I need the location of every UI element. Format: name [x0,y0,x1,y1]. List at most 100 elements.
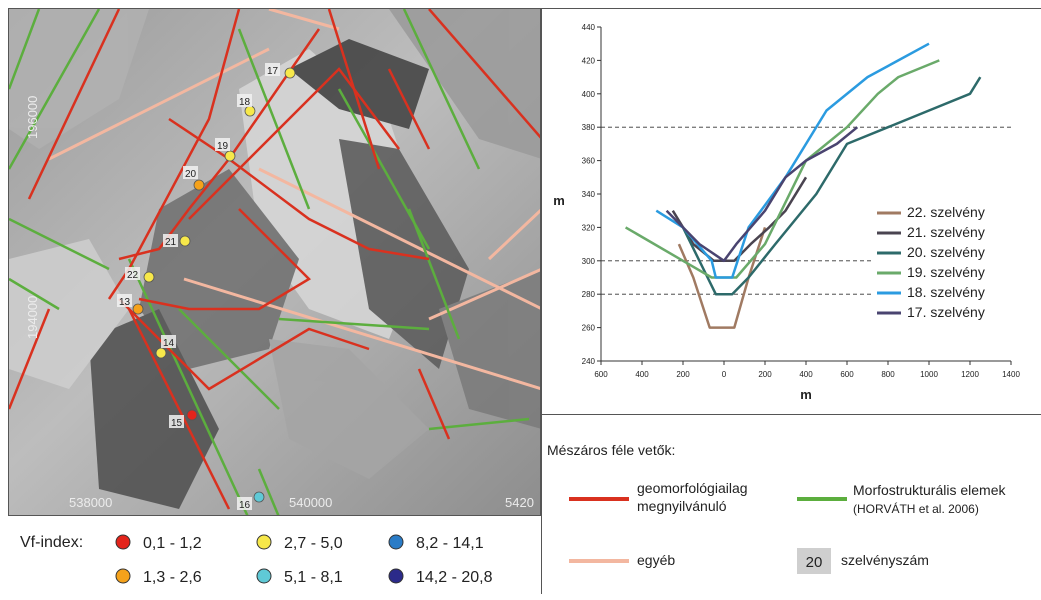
cross-section-chart: 600 400 200 0 200 400 600 800 1000 1200 1400 240 260… [541,8,1041,414]
section-point-label: 21 [165,237,177,248]
y-tick-label: 380 [582,123,596,132]
y-tick-label: 340 [582,190,596,199]
chart-legend-label: 19. szelvény [907,264,985,280]
morpho-label-line1: Morfostrukturális elemek [853,482,1006,498]
vf-class-swatch [388,568,404,584]
y-tick-label: 320 [582,223,596,232]
panel-divider [541,8,542,594]
series-line-3 [681,76,982,296]
chart-legend-box [871,201,1017,331]
section-point-marker [179,235,191,247]
map-y-tick-2: 194000 [25,296,40,339]
x-tick-label: 400 [799,370,813,379]
chart-legend-label: 17. szelvény [907,304,985,320]
vf-class-c6: 14,2 - 20,8 [388,568,493,586]
section-point-15: 15 [169,409,198,429]
section-point-label-bg [215,138,230,151]
vf-class-c2: 1,3 - 2,6 [115,568,202,586]
chart-legend-label: 20. szelvény [907,244,985,260]
series-line-4 [624,59,940,279]
chart-legend-label: 21. szelvény [907,224,985,240]
vf-class-range: 8,2 - 14,1 [416,535,484,552]
geomorphological-faults [9,9,540,510]
section-point-label-bg [161,335,176,348]
series-line-6 [665,126,859,263]
relief-map-canvas: 538000 540000 5420 196000 194000 17 18 19 2… [9,9,540,515]
vf-class-range: 2,7 - 5,0 [284,535,343,552]
vf-class-c4: 5,1 - 8,1 [256,568,343,586]
section-point-label-bg [117,294,132,307]
y-tick-label: 440 [582,23,596,32]
vf-class-swatch [388,534,404,550]
chart-legend-label: 22. szelvény [907,204,985,220]
vf-class-c1: 0,1 - 1,2 [115,534,202,552]
section-point-marker [224,150,236,162]
section-point-marker [155,347,167,359]
cross-section-chart-canvas: 600 400 200 0 200 400 600 800 1000 1200 1400 240 260… [553,23,1020,402]
x-axis-label: m [800,387,812,402]
section-point-marker [284,67,296,79]
section-point-label: 15 [171,418,183,429]
section-point-label-bg [169,415,184,428]
y-tick-label: 360 [582,157,596,166]
section-point-label-bg [237,94,252,107]
section-point-label: 20 [185,169,197,180]
section-number-box-label: 20 [806,554,823,571]
vf-class-swatch [256,568,272,584]
section-point-19: 19 [215,138,236,162]
section-point-13: 13 [117,294,144,315]
map-y-tick-1: 196000 [25,96,40,139]
section-point-label: 13 [119,297,131,308]
x-tick-label: 600 [594,370,608,379]
y-tick-label: 420 [582,56,596,65]
x-tick-label: 400 [635,370,649,379]
section-number-label: szelvényszám [841,552,929,568]
section-point-label-bg [237,497,252,510]
section-point-marker [193,179,205,191]
relief-shading [9,9,540,509]
section-point-label-bg [125,267,140,280]
vf-class-range: 14,2 - 20,8 [416,569,493,586]
section-point-18: 18 [237,94,256,117]
series-line-2 [671,176,808,263]
morphostructural-lines [9,9,530,515]
section-point-label: 16 [239,500,251,511]
vf-class-list: 0,1 - 1,2 1,3 - 2,6 2,7 - 5,0 5,1 - 8,1 8,2 … [115,534,493,586]
vf-index-legend: Vf-index: 0,1 - 1,2 1,3 - 2,6 2,7 - 5,0 5,1… [8,520,541,594]
section-point-label-bg [163,234,178,247]
vf-class-c5: 8,2 - 14,1 [388,534,484,552]
section-point-label-bg [183,166,198,179]
section-point-label: 17 [267,66,279,77]
geomorph-label-line1: geomorfológiailag [637,480,748,496]
faults-legend: Mészáros féle vetők: geomorfológiailag m… [541,414,1041,594]
faults-legend-canvas: Mészáros féle vetők: geomorfológiailag m… [547,442,1006,574]
vf-index-title: Vf-index: [20,534,83,551]
section-point-marker [132,303,144,315]
relief-map: 538000 540000 5420 196000 194000 17 18 19 2… [8,8,541,516]
section-point-label: 14 [163,338,175,349]
vf-index-legend-canvas: Vf-index: 0,1 - 1,2 1,3 - 2,6 2,7 - 5,0 5,1… [20,534,493,586]
x-tick-label: 800 [881,370,895,379]
y-tick-label: 300 [582,257,596,266]
y-tick-label: 260 [582,324,596,333]
x-tick-label: 0 [722,370,727,379]
x-tick-label: 200 [758,370,772,379]
section-point-16: 16 [237,491,265,511]
map-x-tick-1: 538000 [69,495,112,510]
vf-class-range: 0,1 - 1,2 [143,535,202,552]
vf-class-range: 1,3 - 2,6 [143,569,202,586]
morpho-label-line2: (HORVÁTH et al. 2006) [853,501,979,516]
y-axis-label: m [553,193,565,208]
section-point-marker [253,491,265,503]
x-tick-label: 600 [840,370,854,379]
section-point-marker [143,271,155,283]
x-tick-label: 1200 [961,370,979,379]
section-point-marker [186,409,198,421]
y-tick-label: 400 [582,90,596,99]
other-label: egyéb [637,552,675,568]
section-point-22: 22 [125,267,155,283]
vf-class-swatch [256,534,272,550]
x-tick-label: 1000 [920,370,938,379]
section-points: 17 18 19 20 21 22 13 14 15 16 [117,63,296,511]
